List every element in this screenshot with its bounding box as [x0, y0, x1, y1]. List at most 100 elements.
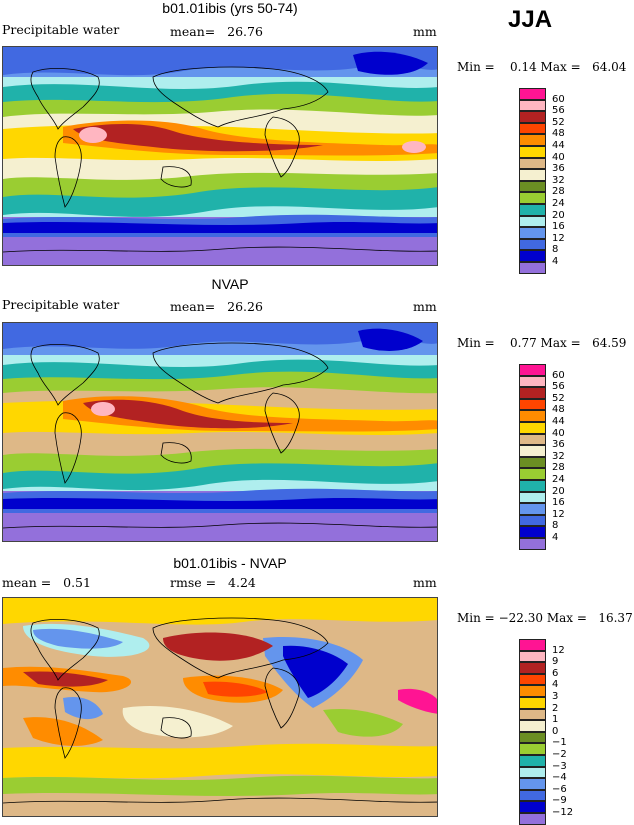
units-label-obs: mm [413, 299, 437, 314]
colorbar-swatch [519, 422, 546, 434]
colorbar-swatch [519, 720, 546, 732]
colorbar-tick-label: 48 [552, 404, 565, 416]
colorbar-tick-label: 12 [552, 508, 565, 520]
colorbar-swatch [519, 88, 546, 100]
colorbar-swatch [519, 491, 546, 504]
colorbar-tick-label: 44 [552, 416, 565, 427]
colorbar-swatch [519, 387, 546, 399]
colorbar-swatch [519, 99, 546, 112]
colorbar-swatch [519, 433, 546, 446]
colorbar-tick-label: 6 [552, 667, 559, 679]
colorbar-tick-label: 16 [552, 221, 565, 233]
colorbar-swatch [519, 789, 546, 802]
colorbar-tick-label: 44 [552, 140, 565, 151]
colorbar-tick-label: −9 [552, 795, 567, 807]
variable-label-model: Precipitable water [2, 22, 120, 37]
colorbar-tick-label: 20 [552, 209, 565, 221]
colorbar-tick-label: 36 [552, 163, 565, 175]
min-value: 0.77 [510, 336, 537, 350]
mean-text: mean= [170, 299, 216, 314]
map-diff-svg [3, 598, 437, 816]
colorbar-tick-label: 4 [552, 679, 559, 691]
colorbar-swatch [519, 526, 546, 538]
min-text: Min = [457, 336, 495, 350]
max-text: Max = [540, 336, 581, 350]
colorbar-swatch [519, 364, 546, 376]
colorbar-tick-label: 4 [552, 256, 559, 267]
panel-title-diff: b01.01ibis - NVAP [173, 555, 287, 571]
colorbar-tick-label: 48 [552, 128, 565, 140]
colorbar-swatch [519, 801, 546, 813]
colorbar-swatch [519, 755, 546, 767]
colorbar-swatch [519, 215, 546, 228]
colorbar-swatch [519, 468, 546, 480]
colorbar-tick-label: −1 [552, 737, 567, 749]
colorbar-tick-label: 52 [552, 392, 565, 404]
colorbar-tick-label: 40 [552, 151, 565, 163]
colorbar-swatch [519, 514, 546, 527]
colorbar-tick-label: 1 [552, 714, 559, 726]
map-model [2, 46, 438, 266]
colorbar-swatch [519, 503, 546, 515]
colorbar-tick-label: 56 [552, 381, 565, 393]
colorbar-swatch [519, 111, 546, 123]
colorbar-tick-label: 60 [552, 369, 565, 381]
rmse-text: rmse = [170, 575, 217, 590]
colorbar-tick-label: 16 [552, 497, 565, 509]
colorbar-swatch [519, 204, 546, 216]
variable-label-obs: Precipitable water [2, 297, 120, 312]
colorbar-tick-label: 24 [552, 198, 565, 209]
mean-value: 0.51 [63, 575, 91, 590]
colorbar-tick-label: −12 [552, 807, 574, 818]
colorbar-tick-label: 24 [552, 474, 565, 485]
colorbar-swatch [519, 134, 546, 146]
colorbar-tick-label: 28 [552, 462, 565, 474]
colorbar-swatch [519, 662, 546, 674]
rmse-value: 4.24 [228, 575, 256, 590]
mean-value: 26.26 [227, 299, 263, 314]
colorbar-swatch [519, 445, 546, 457]
colorbar-tick-label: 3 [552, 691, 559, 702]
colorbar-tick-label: 56 [552, 105, 565, 117]
map-model-svg [3, 47, 437, 265]
max-text: Max = [546, 611, 587, 625]
max-text: Max = [540, 60, 581, 74]
colorbar-tick-label: −3 [552, 760, 567, 772]
colorbar-swatch [519, 410, 546, 422]
map-obs [2, 322, 438, 542]
map-obs-svg [3, 323, 437, 541]
colorbar-swatch [519, 456, 546, 469]
colorbar-swatch [519, 375, 546, 388]
colorbar-swatch [519, 157, 546, 170]
colorbar-tick-label: 8 [552, 520, 559, 532]
map-diff [2, 597, 438, 817]
min-value: 0.14 [510, 60, 537, 74]
colorbar-tick-label: 9 [552, 656, 559, 668]
colorbar-tick-label: 40 [552, 427, 565, 439]
colorbar-swatch [519, 122, 546, 135]
rmse-label-diff: rmse = 4.24 [170, 575, 256, 590]
minmax-model: Min = 0.14 Max = 64.04 [457, 60, 626, 74]
colorbar-swatch [519, 192, 546, 204]
colorbar-swatch [519, 813, 546, 825]
colorbar-tick-label: 8 [552, 244, 559, 256]
panel-title-obs: NVAP [211, 276, 249, 292]
colorbar-tick-label: 4 [552, 532, 559, 543]
colorbar-tick-label: 12 [552, 644, 565, 656]
colorbar-tick-label: 0 [552, 725, 559, 737]
colorbar-swatch [519, 480, 546, 492]
colorbar-tick-label: 2 [552, 702, 559, 714]
colorbar-swatch [519, 169, 546, 181]
colorbar-swatch [519, 778, 546, 790]
mean-label-diff: mean = 0.51 [2, 575, 91, 590]
colorbar-swatch [519, 639, 546, 651]
units-label-diff: mm [413, 575, 437, 590]
min-value: −22.30 [498, 611, 543, 625]
colorbar-swatch [519, 673, 546, 686]
colorbar-tick-label: 52 [552, 116, 565, 128]
colorbar-swatch [519, 650, 546, 663]
colorbar-swatch [519, 708, 546, 721]
colorbar-tick-label: 28 [552, 186, 565, 198]
colorbar-tick-label: 36 [552, 439, 565, 451]
colorbar-swatch [519, 743, 546, 755]
